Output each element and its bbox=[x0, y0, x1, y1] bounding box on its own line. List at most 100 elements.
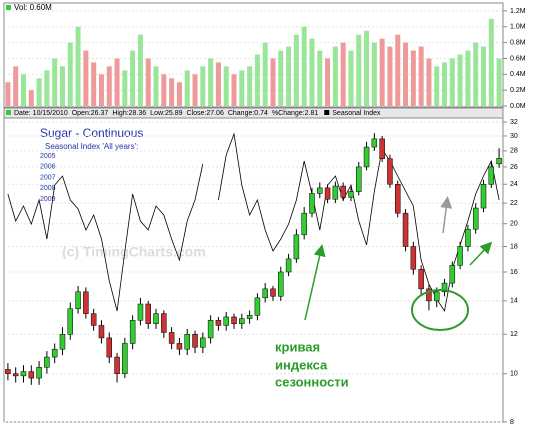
volume-bar bbox=[481, 46, 487, 106]
volume-bar bbox=[91, 62, 97, 106]
volume-title: Vol: 0.60M bbox=[14, 3, 52, 12]
y-tick-label: 12 bbox=[510, 331, 518, 338]
candle-body bbox=[363, 146, 370, 168]
candle-body bbox=[36, 367, 42, 379]
y-tick-label: 1.2M bbox=[510, 8, 526, 15]
volume-bar bbox=[317, 50, 323, 106]
candle-body bbox=[161, 313, 167, 333]
y-tick-label: 24 bbox=[510, 181, 518, 188]
candle-body bbox=[457, 246, 463, 266]
volume-bar bbox=[98, 74, 104, 106]
candle-body bbox=[51, 348, 58, 358]
candle-body bbox=[246, 315, 253, 319]
volume-bar bbox=[364, 30, 370, 106]
volume-bar bbox=[457, 54, 463, 106]
volume-bar bbox=[325, 58, 331, 106]
volume-bar bbox=[403, 42, 409, 106]
volume-bar bbox=[52, 58, 58, 106]
candle-body bbox=[285, 258, 292, 273]
candle-body bbox=[12, 373, 19, 377]
candle-body bbox=[254, 297, 261, 316]
volume-bar bbox=[215, 62, 221, 106]
header-fields: Date: 10/15/2010 Open:26.37 High:28.36 Low:… bbox=[14, 110, 381, 117]
candle-body bbox=[371, 138, 378, 148]
year-label: 2009 bbox=[40, 196, 56, 203]
candle-body bbox=[223, 316, 229, 326]
candle-body bbox=[176, 343, 183, 350]
volume-bar bbox=[348, 50, 354, 106]
y-tick-label: 18 bbox=[510, 243, 518, 250]
legend-label: Seasonal Index bbox=[332, 110, 381, 117]
header-field: High:28.36 bbox=[112, 110, 146, 117]
volume-bar bbox=[356, 34, 362, 106]
volume-bar bbox=[254, 54, 260, 106]
volume-bar bbox=[247, 66, 253, 106]
volume-bar bbox=[75, 26, 81, 107]
candle-body bbox=[207, 320, 214, 339]
y-tick-label: 32 bbox=[510, 119, 518, 126]
volume-bar bbox=[278, 50, 284, 106]
candle-body bbox=[5, 369, 11, 374]
volume-bar bbox=[262, 42, 268, 106]
candle-body bbox=[90, 313, 97, 326]
volume-bar bbox=[239, 70, 245, 106]
volume-bar bbox=[387, 46, 393, 106]
volume-bar bbox=[122, 70, 128, 106]
year-label: 2008 bbox=[40, 185, 56, 192]
candle-body bbox=[332, 185, 339, 200]
candle-body bbox=[270, 288, 276, 297]
highlight-ellipse bbox=[411, 289, 469, 331]
volume-bar bbox=[5, 82, 11, 106]
volume-bar bbox=[293, 34, 299, 106]
annotation: индекса bbox=[275, 357, 328, 372]
candle-body bbox=[122, 343, 128, 374]
y-tick-label: 28 bbox=[510, 148, 518, 155]
candle-body bbox=[192, 334, 198, 348]
candle-body bbox=[44, 356, 50, 368]
volume-bar bbox=[379, 38, 385, 106]
volume-bar bbox=[395, 34, 401, 106]
volume-bar bbox=[301, 26, 307, 107]
candle-body bbox=[301, 212, 307, 236]
volume-bar bbox=[231, 74, 237, 106]
candle-body bbox=[215, 320, 222, 326]
y-tick-label: 0.8M bbox=[510, 39, 526, 46]
volume-bar bbox=[114, 58, 120, 106]
y-tick-label: 0.4M bbox=[510, 71, 526, 78]
volume-bar bbox=[488, 18, 494, 106]
volume-bar bbox=[137, 34, 143, 106]
vol-icon bbox=[6, 5, 11, 10]
y-tick-label: 0.2M bbox=[510, 87, 526, 94]
candle-body bbox=[426, 288, 432, 302]
volume-frame bbox=[3, 2, 504, 108]
candle-body bbox=[449, 265, 456, 284]
candle-body bbox=[75, 291, 81, 310]
volume-bar bbox=[309, 38, 315, 106]
volume-bar bbox=[442, 62, 448, 106]
arrow bbox=[469, 241, 493, 266]
y-tick-label: 16 bbox=[510, 269, 518, 276]
volume-bar bbox=[465, 50, 471, 106]
volume-bar bbox=[418, 46, 424, 106]
candle-body bbox=[145, 303, 151, 324]
y-tick-label: 10 bbox=[510, 371, 518, 378]
candle-body bbox=[379, 138, 385, 160]
candle-body bbox=[394, 184, 401, 214]
y-tick-label: 8 bbox=[510, 419, 514, 426]
arrow bbox=[304, 244, 326, 321]
volume-bar bbox=[169, 78, 175, 106]
volume-bar bbox=[496, 58, 502, 106]
y-tick-label: 30 bbox=[510, 133, 518, 140]
y-tick-label: 1.0M bbox=[510, 24, 526, 31]
volume-bar bbox=[434, 66, 440, 106]
volume-bar bbox=[36, 78, 42, 106]
y-tick-label: 20 bbox=[510, 221, 518, 228]
volume-bar bbox=[184, 70, 190, 106]
header-field: %Change:2.81 bbox=[272, 110, 318, 117]
volume-bar bbox=[371, 42, 377, 106]
candle-body bbox=[356, 166, 362, 192]
header-field: Close:27.06 bbox=[186, 110, 223, 117]
volume-bar bbox=[153, 66, 159, 106]
candle-body bbox=[231, 316, 237, 324]
